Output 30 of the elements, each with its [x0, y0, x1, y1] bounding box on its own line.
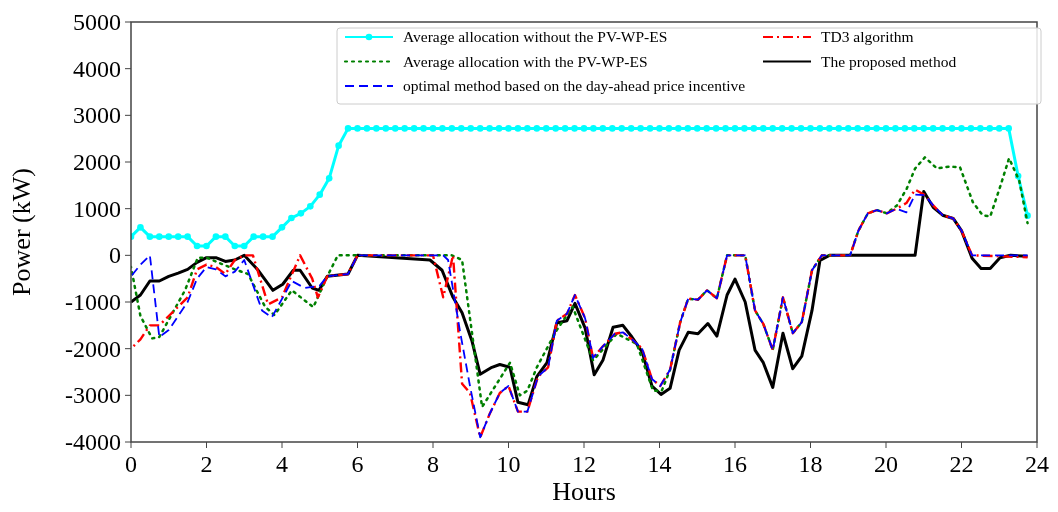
x-tick-label: 14	[647, 451, 672, 477]
y-tick-label: 1000	[73, 195, 121, 222]
y-tick-label: -4000	[65, 429, 121, 455]
x-tick-label: 18	[798, 451, 823, 477]
x-tick-label: 22	[949, 451, 974, 477]
x-tick-label: 4	[276, 451, 288, 477]
x-tick-label: 8	[427, 451, 439, 477]
legend-label: TD3 algorithm	[821, 28, 914, 45]
legend-label: The proposed method	[821, 52, 957, 70]
y-tick-label: 4000	[73, 55, 121, 82]
x-tick-label: 20	[874, 451, 898, 477]
y-tick-label: 3000	[73, 102, 121, 129]
x-tick-label: 6	[351, 451, 364, 477]
legend-label: optimal method based on the day-ahead price incentive	[403, 77, 746, 94]
y-tick-label: 5000	[73, 9, 121, 35]
x-tick-label: 16	[723, 451, 747, 477]
x-axis-title: Hours	[552, 477, 616, 506]
x-tick-label: 12	[572, 451, 596, 477]
y-tick-label: -1000	[65, 289, 121, 315]
x-tick-label: 24	[1025, 451, 1049, 477]
x-tick-label: 2	[200, 451, 213, 477]
legend-label: Average allocation with the PV-WP-ES	[403, 52, 648, 70]
y-tick-label: 2000	[73, 149, 121, 175]
y-tick-label: -2000	[65, 335, 121, 362]
legend-label: Average allocation without the PV-WP-ES	[403, 28, 668, 45]
y-axis-title: Power (kW)	[7, 168, 36, 296]
y-tick-label: 0	[109, 242, 121, 269]
x-tick-label: 0	[125, 451, 137, 477]
y-tick-label: -3000	[65, 382, 121, 409]
x-tick-label: 10	[496, 451, 521, 477]
